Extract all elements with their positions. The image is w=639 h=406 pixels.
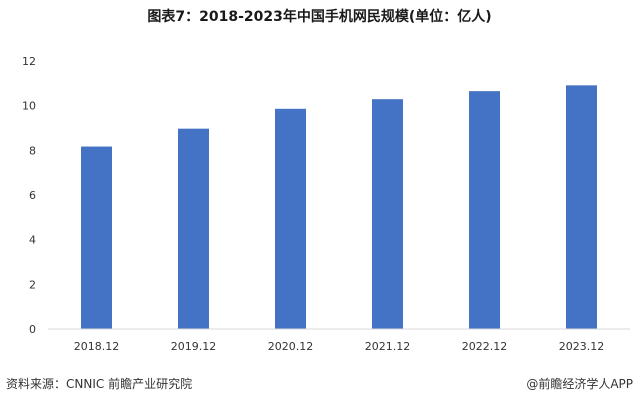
x-tick-label: 2022.12 — [462, 340, 508, 353]
y-tick-label: 0 — [29, 323, 36, 336]
bar-2021.12 — [372, 99, 403, 329]
credit-note: @前瞻经济学人APP — [526, 377, 633, 391]
x-tick-label: 2020.12 — [268, 340, 314, 353]
bar-series — [81, 85, 597, 330]
bar-2019.12 — [178, 128, 209, 329]
y-tick-label: 10 — [22, 100, 36, 113]
y-tick-label: 2 — [29, 278, 36, 291]
y-tick-label: 8 — [29, 144, 36, 157]
bar-2022.12 — [469, 91, 500, 330]
x-axis-ticks: 2018.12 2019.12 2020.12 2021.12 2022.12 2023.… — [74, 340, 605, 353]
bar-2018.12 — [81, 146, 112, 329]
x-tick-label: 2019.12 — [171, 340, 217, 353]
y-axis-ticks: 0 2 4 6 8 10 12 — [22, 55, 36, 336]
x-tick-label: 2018.12 — [74, 340, 120, 353]
bar-2023.12 — [566, 85, 597, 330]
chart-title: 图表7：2018-2023年中国手机网民规模(单位：亿人) — [147, 9, 492, 25]
y-tick-label: 12 — [22, 55, 36, 68]
x-tick-label: 2021.12 — [365, 340, 411, 353]
bar-2020.12 — [275, 108, 306, 329]
y-tick-label: 4 — [29, 234, 36, 247]
source-note: 资料来源：CNNIC 前瞻产业研究院 — [6, 377, 193, 391]
x-tick-label: 2023.12 — [559, 340, 605, 353]
footer: 资料来源：CNNIC 前瞻产业研究院 @前瞻经济学人APP — [0, 371, 639, 406]
y-tick-label: 6 — [29, 189, 36, 202]
